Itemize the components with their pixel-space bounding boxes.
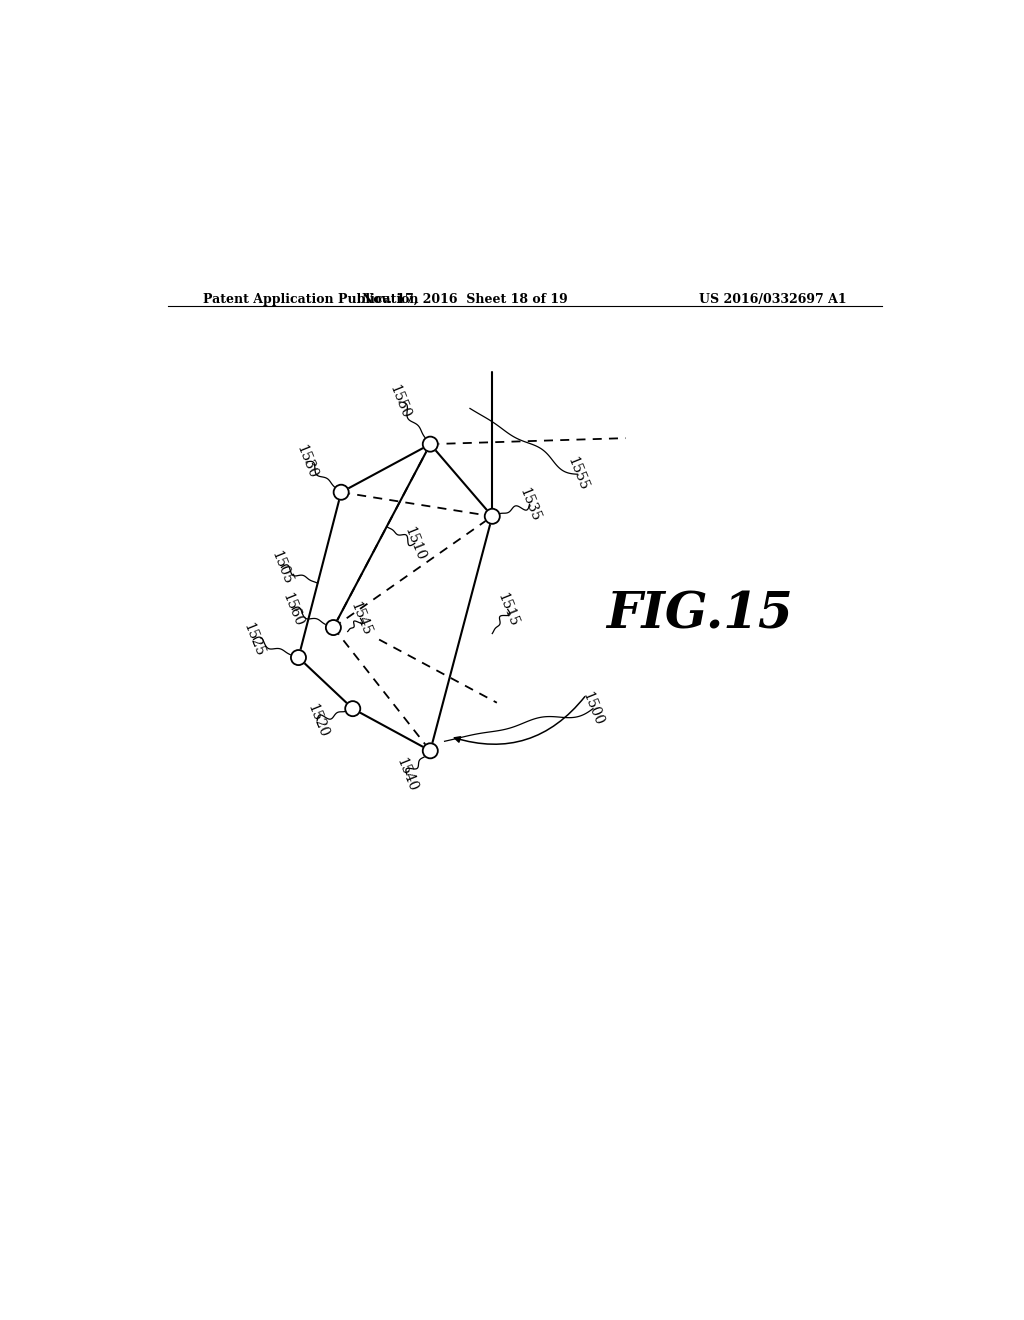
Text: Nov. 17, 2016  Sheet 18 of 19: Nov. 17, 2016 Sheet 18 of 19: [362, 293, 568, 306]
Text: Patent Application Publication: Patent Application Publication: [204, 293, 419, 306]
Circle shape: [326, 620, 341, 635]
Text: 1535: 1535: [516, 486, 543, 523]
Text: 1555: 1555: [564, 455, 591, 494]
Text: 1500: 1500: [580, 690, 606, 727]
Circle shape: [334, 484, 349, 500]
Text: FIG.15: FIG.15: [606, 590, 793, 639]
Text: 1515: 1515: [495, 590, 521, 628]
Text: 1530: 1530: [293, 444, 319, 480]
Text: 1550: 1550: [386, 383, 413, 421]
Text: 1525: 1525: [241, 620, 266, 659]
Text: 1540: 1540: [394, 756, 420, 793]
Text: 1520: 1520: [304, 702, 330, 739]
Text: 1510: 1510: [401, 524, 428, 562]
Circle shape: [291, 649, 306, 665]
Text: 1560: 1560: [280, 590, 305, 628]
Text: US 2016/0332697 A1: US 2016/0332697 A1: [698, 293, 846, 306]
Text: 1545: 1545: [347, 599, 374, 638]
Circle shape: [484, 508, 500, 524]
Circle shape: [423, 437, 438, 451]
Circle shape: [423, 743, 438, 759]
Circle shape: [345, 701, 360, 717]
Text: 1505: 1505: [268, 549, 295, 586]
